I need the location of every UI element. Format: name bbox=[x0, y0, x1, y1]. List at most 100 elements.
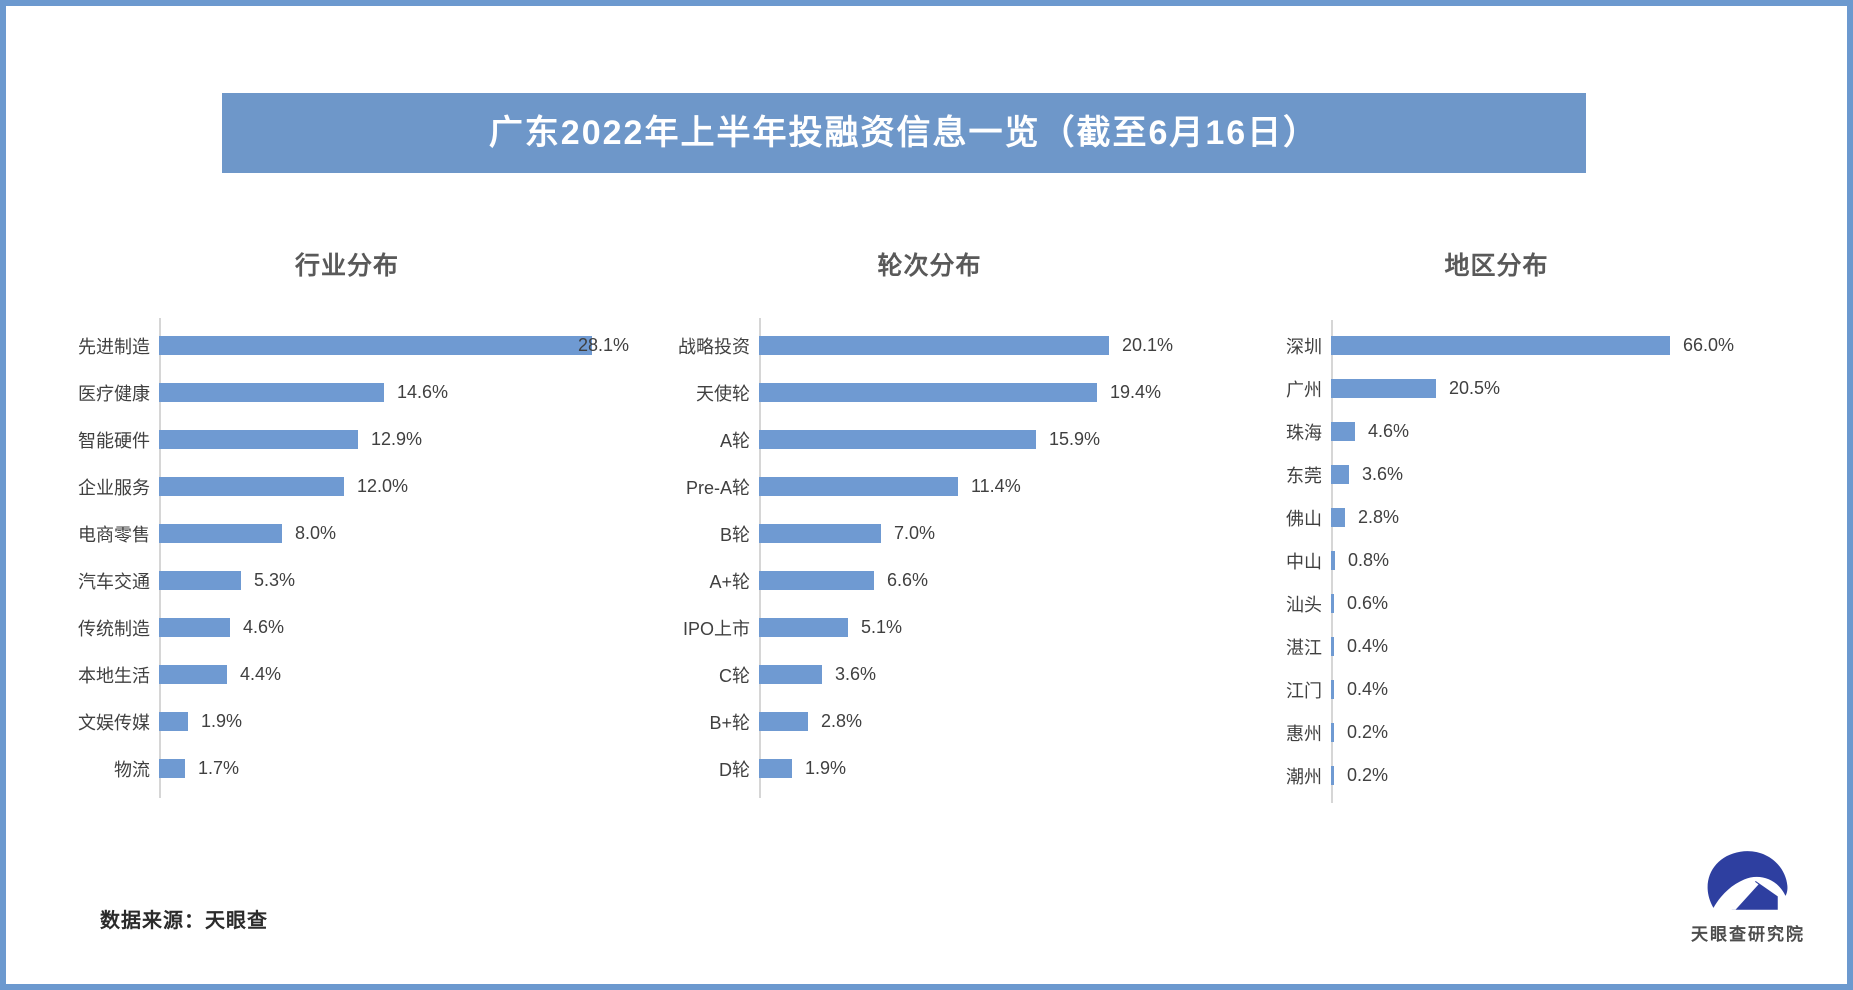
category-label: 广州 bbox=[1286, 379, 1322, 400]
value-label: 0.4% bbox=[1347, 636, 1389, 656]
bar bbox=[159, 477, 344, 496]
category-label: 物流 bbox=[114, 759, 150, 780]
bar-area: 2.8% bbox=[1331, 496, 1751, 539]
bar-row: 惠州 0.2% bbox=[1242, 711, 1751, 754]
bar-row: A+轮 6.6% bbox=[660, 557, 1199, 604]
bar bbox=[759, 524, 881, 543]
bar-chart: 轮次分布 战略投资 20.1% 天使轮 19.4% A轮 15.9% Pre-A轮 11.4% B… bbox=[660, 246, 1199, 798]
bar bbox=[1331, 551, 1335, 570]
category-label: A+轮 bbox=[709, 571, 750, 592]
bar-area: 5.3% bbox=[159, 557, 629, 604]
logo-block: 天眼查研究院 bbox=[1678, 848, 1818, 945]
value-label: 19.4% bbox=[1110, 382, 1162, 402]
bar-area: 0.2% bbox=[1331, 711, 1751, 754]
bar bbox=[1331, 594, 1334, 613]
bar-row: 汽车交通 5.3% bbox=[65, 557, 629, 604]
bar-area: 12.0% bbox=[159, 463, 629, 510]
value-label: 4.4% bbox=[240, 664, 282, 684]
bar-area: 66.0% bbox=[1331, 324, 1751, 367]
bar bbox=[759, 712, 808, 731]
bar-row: 医疗健康 14.6% bbox=[65, 369, 629, 416]
value-label: 6.6% bbox=[887, 570, 929, 590]
value-label: 2.8% bbox=[821, 711, 863, 731]
bar bbox=[159, 571, 241, 590]
bar bbox=[1331, 465, 1349, 484]
value-label: 0.6% bbox=[1347, 593, 1389, 613]
category-label: IPO上市 bbox=[682, 618, 750, 639]
category-label: 珠海 bbox=[1286, 422, 1322, 443]
bar-area: 14.6% bbox=[159, 369, 629, 416]
value-label: 8.0% bbox=[295, 523, 337, 543]
bar bbox=[1331, 336, 1670, 355]
bar bbox=[1331, 680, 1334, 699]
category-label: 先进制造 bbox=[78, 336, 150, 357]
category-label: 传统制造 bbox=[78, 618, 150, 639]
bar-chart: 行业分布 先进制造 28.1% 医疗健康 14.6% 智能硬件 12.9% 企业服务 12.0%… bbox=[65, 246, 629, 798]
bar-row: 先进制造 28.1% bbox=[65, 322, 629, 369]
value-label: 20.5% bbox=[1449, 378, 1501, 398]
bar-row: D轮 1.9% bbox=[660, 745, 1199, 792]
bar bbox=[759, 571, 874, 590]
bar bbox=[759, 383, 1097, 402]
bar-area: 4.6% bbox=[159, 604, 629, 651]
bar-row: 企业服务 12.0% bbox=[65, 463, 629, 510]
value-label: 0.2% bbox=[1347, 722, 1389, 742]
bar bbox=[159, 383, 384, 402]
bar bbox=[159, 712, 188, 731]
category-label: D轮 bbox=[719, 759, 750, 780]
bar-area: 20.5% bbox=[1331, 367, 1751, 410]
value-label: 66.0% bbox=[1683, 335, 1735, 355]
category-label: 潮州 bbox=[1286, 766, 1322, 787]
category-label: B+轮 bbox=[709, 712, 750, 733]
value-label: 0.2% bbox=[1347, 765, 1389, 785]
bar bbox=[1331, 508, 1345, 527]
category-label: 电商零售 bbox=[78, 524, 150, 545]
bar bbox=[1331, 637, 1334, 656]
bar bbox=[759, 665, 822, 684]
bar-row: 潮州 0.2% bbox=[1242, 754, 1751, 797]
value-label: 7.0% bbox=[894, 523, 936, 543]
category-label: 天使轮 bbox=[696, 383, 750, 404]
bar-row: 珠海 4.6% bbox=[1242, 410, 1751, 453]
bar-area: 0.8% bbox=[1331, 539, 1751, 582]
chart-title: 地区分布 bbox=[1444, 252, 1549, 280]
bar-area: 0.4% bbox=[1331, 625, 1751, 668]
bar-row: 本地生活 4.4% bbox=[65, 651, 629, 698]
category-label: 智能硬件 bbox=[78, 430, 150, 451]
bar-row: 深圳 66.0% bbox=[1242, 324, 1751, 367]
data-source-note: 数据来源：天眼查 bbox=[100, 910, 268, 932]
bar-area: 11.4% bbox=[759, 463, 1199, 510]
category-label: Pre-A轮 bbox=[685, 477, 750, 498]
category-label: 企业服务 bbox=[78, 477, 150, 498]
category-label: 江门 bbox=[1286, 680, 1322, 701]
value-label: 3.6% bbox=[835, 664, 877, 684]
value-label: 5.3% bbox=[254, 570, 296, 590]
y-axis-line bbox=[159, 318, 161, 798]
value-label: 12.0% bbox=[357, 476, 409, 496]
bar bbox=[159, 524, 282, 543]
category-label: 中山 bbox=[1286, 551, 1322, 572]
bar-row: 天使轮 19.4% bbox=[660, 369, 1199, 416]
value-label: 4.6% bbox=[243, 617, 285, 637]
bar-row: 佛山 2.8% bbox=[1242, 496, 1751, 539]
category-label: B轮 bbox=[719, 524, 750, 545]
bar bbox=[159, 430, 358, 449]
value-label: 1.9% bbox=[201, 711, 243, 731]
bar bbox=[759, 336, 1109, 355]
bar bbox=[159, 759, 185, 778]
bar-area: 0.2% bbox=[1331, 754, 1751, 797]
bar bbox=[759, 759, 792, 778]
bar bbox=[159, 665, 227, 684]
bar-row: 战略投资 20.1% bbox=[660, 322, 1199, 369]
bar bbox=[1331, 379, 1436, 398]
bar-row: 江门 0.4% bbox=[1242, 668, 1751, 711]
bar-row: 物流 1.7% bbox=[65, 745, 629, 792]
bar-area: 0.4% bbox=[1331, 668, 1751, 711]
category-label: 本地生活 bbox=[78, 665, 150, 686]
bar-area: 1.9% bbox=[159, 698, 629, 745]
page-title: 广东2022年上半年投融资信息一览（截至6月16日） bbox=[488, 114, 1320, 152]
bar-row: A轮 15.9% bbox=[660, 416, 1199, 463]
bar-area: 2.8% bbox=[759, 698, 1199, 745]
bar-area: 3.6% bbox=[759, 651, 1199, 698]
bar-area: 0.6% bbox=[1331, 582, 1751, 625]
